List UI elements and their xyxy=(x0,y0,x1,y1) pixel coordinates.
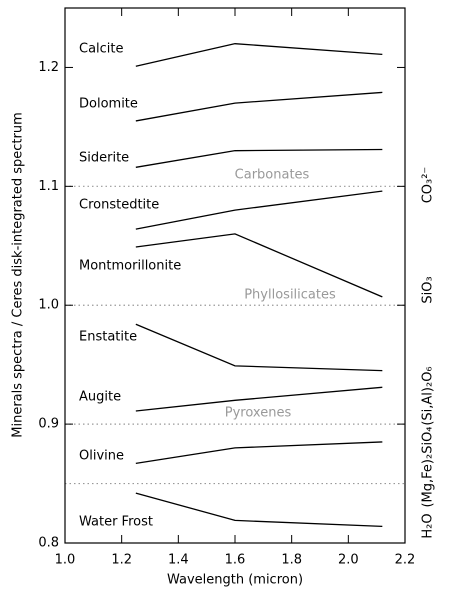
x-tick-label: 1.0 xyxy=(55,553,76,568)
group-label: Carbonates xyxy=(235,168,310,183)
series-label: Dolomite xyxy=(79,97,138,112)
series-line xyxy=(135,190,383,230)
series-label: Olivine xyxy=(79,449,124,464)
series-line xyxy=(135,386,383,412)
x-axis-label: Wavelength (micron) xyxy=(167,573,303,588)
x-tick-label: 1.2 xyxy=(111,553,132,568)
x-tick-label: 1.6 xyxy=(225,553,246,568)
series-label: Siderite xyxy=(79,151,129,166)
series-line xyxy=(135,91,383,122)
y-tick-label: 0.8 xyxy=(38,536,59,551)
series-label: Augite xyxy=(79,390,121,405)
group-label: Phyllosilicates xyxy=(244,288,336,303)
y-axis-label: Minerals spectra / Ceres disk-integrated… xyxy=(11,112,26,438)
y-tick-label: 1.2 xyxy=(38,60,59,75)
series-line xyxy=(135,43,383,67)
y-tick-label: 1.0 xyxy=(38,298,59,313)
formula-label: H₂O xyxy=(421,513,436,538)
y-tick-label: 1.1 xyxy=(38,179,59,194)
series-line xyxy=(135,492,383,528)
series-label: Cronstedtite xyxy=(79,198,159,213)
x-tick-label: 2.0 xyxy=(338,553,359,568)
formula-label: CO₃²⁻ xyxy=(421,167,436,204)
series-line xyxy=(135,441,383,464)
formula-label: (Si,Al)₂O₆ xyxy=(421,366,436,425)
series-line xyxy=(135,233,383,298)
series-line xyxy=(135,148,383,168)
y-tick-label: 0.9 xyxy=(38,417,59,432)
formula-label: (Mg,Fe)₂SiO₄ xyxy=(421,426,436,507)
series-label: Calcite xyxy=(79,42,124,57)
series-line xyxy=(135,323,383,372)
group-label: Pyroxenes xyxy=(225,406,292,421)
formula-label: SiO₃ xyxy=(421,276,436,303)
series-label: Montmorillonite xyxy=(79,259,181,274)
x-tick-label: 2.2 xyxy=(395,553,416,568)
series-label: Water Frost xyxy=(79,515,153,530)
x-tick-label: 1.4 xyxy=(168,553,189,568)
series-label: Enstatite xyxy=(79,330,137,345)
x-tick-label: 1.8 xyxy=(281,553,302,568)
